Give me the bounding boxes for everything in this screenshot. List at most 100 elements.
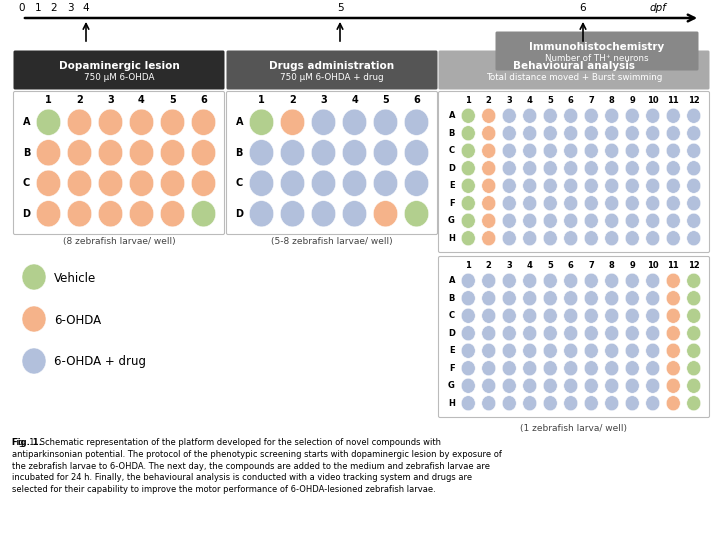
Ellipse shape: [666, 160, 680, 176]
Ellipse shape: [503, 108, 516, 123]
Text: 11: 11: [667, 261, 679, 270]
Text: 5: 5: [382, 95, 389, 105]
Text: 8: 8: [609, 96, 615, 105]
FancyBboxPatch shape: [438, 51, 709, 90]
Ellipse shape: [687, 160, 701, 176]
Ellipse shape: [405, 109, 428, 135]
Ellipse shape: [564, 273, 577, 288]
Text: 4: 4: [138, 95, 145, 105]
Ellipse shape: [482, 361, 496, 376]
Text: 12: 12: [688, 261, 700, 270]
Ellipse shape: [503, 378, 516, 393]
Ellipse shape: [687, 290, 701, 306]
Ellipse shape: [666, 308, 680, 323]
Ellipse shape: [462, 231, 475, 246]
Ellipse shape: [523, 213, 536, 228]
Ellipse shape: [605, 196, 618, 211]
Ellipse shape: [564, 143, 577, 158]
Ellipse shape: [564, 196, 577, 211]
Ellipse shape: [544, 378, 557, 393]
Ellipse shape: [564, 395, 577, 411]
Text: 8: 8: [609, 261, 615, 270]
Ellipse shape: [503, 343, 516, 358]
Text: 5: 5: [547, 96, 553, 105]
Ellipse shape: [564, 108, 577, 123]
Text: 4: 4: [83, 3, 89, 13]
Ellipse shape: [646, 178, 660, 193]
Ellipse shape: [687, 378, 701, 393]
Ellipse shape: [687, 343, 701, 358]
Ellipse shape: [161, 170, 185, 196]
Ellipse shape: [342, 201, 366, 227]
Ellipse shape: [342, 140, 366, 166]
Ellipse shape: [625, 213, 639, 228]
Ellipse shape: [564, 178, 577, 193]
Text: 7: 7: [588, 96, 594, 105]
Ellipse shape: [605, 290, 618, 306]
Ellipse shape: [482, 273, 496, 288]
Ellipse shape: [503, 196, 516, 211]
Ellipse shape: [482, 308, 496, 323]
Text: 1: 1: [465, 96, 471, 105]
Ellipse shape: [687, 361, 701, 376]
Ellipse shape: [462, 160, 475, 176]
Ellipse shape: [544, 343, 557, 358]
Text: H: H: [448, 399, 455, 408]
Ellipse shape: [666, 290, 680, 306]
Ellipse shape: [482, 108, 496, 123]
Ellipse shape: [36, 170, 60, 196]
Ellipse shape: [625, 395, 639, 411]
Text: 750 μM 6-OHDA + drug: 750 μM 6-OHDA + drug: [280, 73, 384, 83]
Ellipse shape: [584, 108, 598, 123]
Ellipse shape: [544, 213, 557, 228]
Ellipse shape: [462, 378, 475, 393]
Text: 2: 2: [76, 95, 83, 105]
Ellipse shape: [373, 140, 397, 166]
Ellipse shape: [605, 213, 618, 228]
Text: Dopaminergic lesion: Dopaminergic lesion: [58, 61, 179, 71]
Ellipse shape: [523, 343, 536, 358]
Ellipse shape: [249, 201, 274, 227]
Text: Behavioural analysis: Behavioural analysis: [513, 61, 635, 71]
Text: D: D: [448, 164, 455, 173]
Text: 2: 2: [289, 95, 296, 105]
Ellipse shape: [544, 361, 557, 376]
Ellipse shape: [625, 178, 639, 193]
Ellipse shape: [523, 178, 536, 193]
Ellipse shape: [544, 395, 557, 411]
Ellipse shape: [625, 343, 639, 358]
Text: 750 μM 6-OHDA: 750 μM 6-OHDA: [84, 73, 154, 83]
Ellipse shape: [503, 160, 516, 176]
Ellipse shape: [605, 178, 618, 193]
Ellipse shape: [605, 378, 618, 393]
Ellipse shape: [67, 201, 91, 227]
Ellipse shape: [605, 143, 618, 158]
Ellipse shape: [482, 343, 496, 358]
Ellipse shape: [161, 140, 185, 166]
Ellipse shape: [503, 308, 516, 323]
Text: 4: 4: [527, 261, 533, 270]
Ellipse shape: [625, 290, 639, 306]
Ellipse shape: [130, 170, 153, 196]
Ellipse shape: [625, 196, 639, 211]
Ellipse shape: [646, 273, 660, 288]
Text: 6: 6: [580, 3, 586, 13]
Ellipse shape: [584, 273, 598, 288]
Ellipse shape: [605, 326, 618, 341]
Ellipse shape: [311, 140, 336, 166]
Ellipse shape: [666, 273, 680, 288]
Ellipse shape: [584, 361, 598, 376]
Text: C: C: [449, 146, 455, 155]
Ellipse shape: [544, 178, 557, 193]
Ellipse shape: [625, 326, 639, 341]
Ellipse shape: [625, 108, 639, 123]
Ellipse shape: [482, 326, 496, 341]
Ellipse shape: [503, 143, 516, 158]
Ellipse shape: [687, 231, 701, 246]
Text: G: G: [448, 381, 455, 390]
Ellipse shape: [503, 213, 516, 228]
Ellipse shape: [625, 160, 639, 176]
Ellipse shape: [503, 231, 516, 246]
Ellipse shape: [625, 126, 639, 141]
Text: Total distance moved + Burst swimming: Total distance moved + Burst swimming: [486, 73, 662, 83]
